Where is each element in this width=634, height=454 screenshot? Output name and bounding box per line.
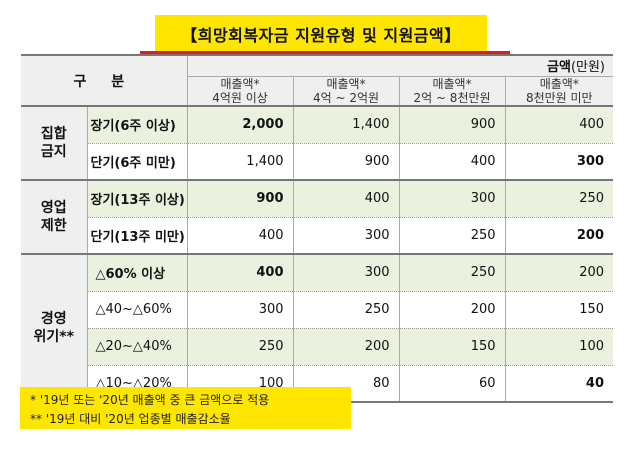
group-label-line1: 집합 <box>40 126 67 142</box>
table-cell: 250 <box>504 180 614 218</box>
table-cell: 250 <box>398 217 506 255</box>
table-cell: 300 <box>292 254 400 292</box>
col-header-2-line2: 4억 ~ 2억원 <box>312 90 380 105</box>
footnote-box: * '19년 또는 '20년 매출액 중 큰 금액으로 적용 ** '19년 대… <box>20 387 351 429</box>
group-label-line2: 제한 <box>40 218 67 234</box>
title-banner: 【희망회복자금 지원유형 및 지원금액】 <box>155 15 487 51</box>
table-cell: 250 <box>186 328 294 366</box>
row-label: △60% 이상 <box>86 254 188 292</box>
table-cell: 300 <box>398 180 506 218</box>
col-header-1-line2: 4억원 이상 <box>212 90 268 105</box>
table-cell: 150 <box>398 328 506 366</box>
group-label-line2: 위기** <box>33 329 74 345</box>
table-cell: 250 <box>292 291 400 329</box>
header-gubun: 구 분 <box>21 54 188 107</box>
table-cell: 200 <box>398 291 506 329</box>
table-cell: 300 <box>292 217 400 255</box>
table-cell: 400 <box>292 180 400 218</box>
group-label-line1: 영업 <box>40 200 67 216</box>
table-cell: 200 <box>504 254 614 292</box>
col-header-1: 매출액* 4억원 이상 <box>186 75 294 107</box>
col-header-3-line1: 매출액* <box>432 76 472 91</box>
row-label: 장기(13주 이상) <box>86 180 188 218</box>
table-cell: 200 <box>292 328 400 366</box>
table-cell: 900 <box>186 180 294 218</box>
group-label-line2: 금지 <box>40 144 67 160</box>
table-cell: 400 <box>186 217 294 255</box>
row-label: 단기(13주 미만) <box>86 217 188 255</box>
table-cell: 40 <box>504 365 614 403</box>
table-cell: 400 <box>186 254 294 292</box>
table-cell: 200 <box>504 217 614 255</box>
table-cell: 150 <box>504 291 614 329</box>
table-cell: 1,400 <box>292 106 400 144</box>
col-header-1-line1: 매출액* <box>220 76 260 91</box>
row-label: △40~△60% <box>86 291 188 329</box>
table-cell: 900 <box>292 143 400 181</box>
row-label: 장기(6주 이상) <box>86 106 188 144</box>
support-amount-table: 구 분 금액(만원) 매출액* 4억원 이상 매출액* 4억 ~ 2억원 매출액* 2… <box>21 54 614 403</box>
col-header-3: 매출액* 2억 ~ 8천만원 <box>398 75 506 107</box>
header-amount-unit: (만원) <box>570 60 606 76</box>
table-cell: 2,000 <box>186 106 294 144</box>
table-cell: 100 <box>504 328 614 366</box>
footnote-2: ** '19년 대비 '20년 업종별 매출감소율 <box>30 412 231 426</box>
table-cell: 1,400 <box>186 143 294 181</box>
col-header-2: 매출액* 4억 ~ 2억원 <box>292 75 400 107</box>
table-cell: 300 <box>504 143 614 181</box>
col-header-2-line1: 매출액* <box>326 76 366 91</box>
col-header-3-line2: 2억 ~ 8천만원 <box>413 90 491 105</box>
header-amount-label: 금액 <box>547 60 571 76</box>
table-cell: 250 <box>398 254 506 292</box>
table-cell: 900 <box>398 106 506 144</box>
col-header-4-line2: 8천만원 미만 <box>525 90 593 105</box>
col-header-4: 매출액* 8천만원 미만 <box>504 75 614 107</box>
row-label: 단기(6주 미만) <box>86 143 188 181</box>
group-label-line1: 경영 <box>40 311 67 327</box>
table-cell: 60 <box>398 365 506 403</box>
table-cell: 400 <box>398 143 506 181</box>
page-title: 【희망회복자금 지원유형 및 지원금액】 <box>181 26 461 45</box>
table-cell: 300 <box>186 291 294 329</box>
footnote-1: * '19년 또는 '20년 매출액 중 큰 금액으로 적용 <box>30 393 270 407</box>
table-cell: 400 <box>504 106 614 144</box>
col-header-4-line1: 매출액* <box>539 76 579 91</box>
row-label: △20~△40% <box>86 328 188 366</box>
title-underline <box>140 51 510 54</box>
header-amount: 금액(만원) <box>186 54 614 76</box>
